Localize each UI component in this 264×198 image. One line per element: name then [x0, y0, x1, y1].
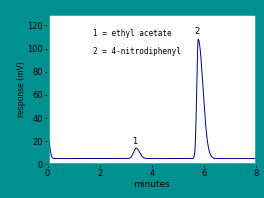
Y-axis label: response (mV): response (mV) — [17, 61, 26, 117]
Text: 2 = 4-nitrodiphenyl: 2 = 4-nitrodiphenyl — [93, 47, 181, 56]
Text: 2: 2 — [194, 27, 199, 36]
Text: 1 = ethyl acetate: 1 = ethyl acetate — [93, 29, 172, 38]
Text: 1: 1 — [132, 137, 138, 146]
X-axis label: minutes: minutes — [133, 180, 170, 188]
